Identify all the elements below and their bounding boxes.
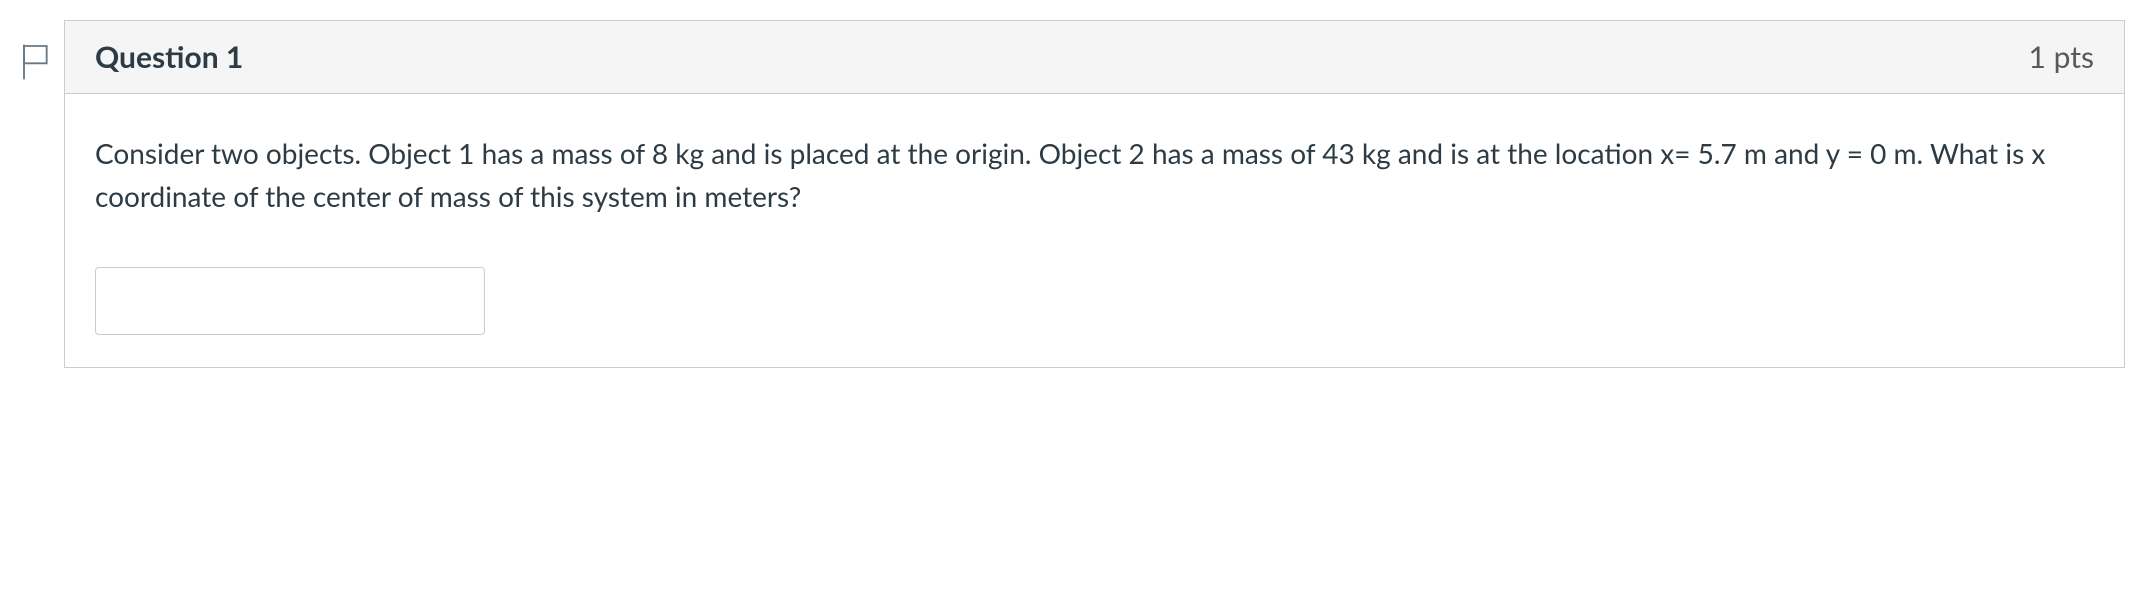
question-card: Question 1 1 pts Consider two objects. O… <box>64 20 2125 368</box>
question-container: Question 1 1 pts Consider two objects. O… <box>20 20 2125 368</box>
question-header: Question 1 1 pts <box>65 21 2124 94</box>
question-body: Consider two objects. Object 1 has a mas… <box>65 94 2124 367</box>
question-points: 1 pts <box>2029 39 2094 75</box>
flag-icon[interactable] <box>20 42 52 82</box>
question-title: Question 1 <box>95 39 243 75</box>
answer-input[interactable] <box>95 267 485 335</box>
flag-icon-wrapper <box>20 20 52 82</box>
question-text: Consider two objects. Object 1 has a mas… <box>95 132 2094 219</box>
